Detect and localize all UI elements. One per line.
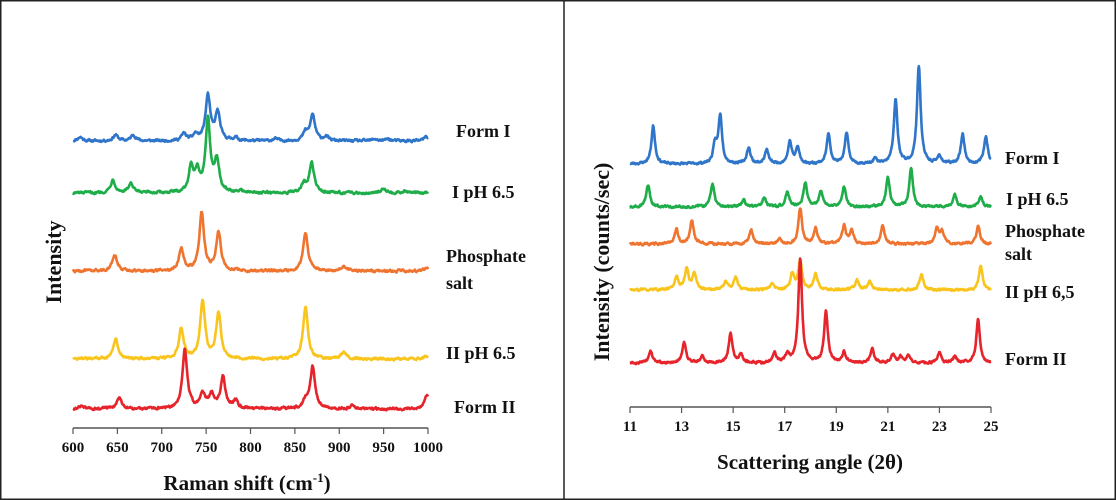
xrd-legend-form-ii: Form II (1005, 349, 1067, 369)
raman-y-axis-label: Intensity (41, 220, 66, 303)
raman-legend-phosphate-salt-line2: salt (446, 273, 473, 293)
xrd-tick-label-15: 15 (726, 419, 741, 435)
raman-x-axis-label-main: Raman shift (cm (163, 471, 313, 495)
xrd-x-ticks: 11 13 15 17 19 21 23 25 (623, 407, 999, 435)
xrd-series-ii-ph-6-5 (629, 257, 992, 293)
raman-series-i-ph-6-5 (72, 114, 430, 196)
xrd-tick-label-25: 25 (984, 419, 999, 435)
raman-tick-label-1000: 1000 (413, 440, 443, 456)
raman-tick-label-600: 600 (62, 440, 85, 456)
raman-series-ii-ph-6-5 (72, 298, 429, 362)
xrd-tick-label-23: 23 (932, 419, 947, 435)
xrd-series-form-i (629, 64, 992, 166)
raman-legend-form-i: Form I (456, 121, 510, 141)
raman-legend-i-ph-6-5: I pH 6.5 (452, 182, 515, 202)
xrd-series-form-ii (629, 257, 992, 366)
raman-x-axis-label-sup: -1 (313, 470, 324, 485)
raman-tick-label-750: 750 (195, 440, 218, 456)
raman-tick-label-650: 650 (106, 440, 129, 456)
xrd-tick-label-19: 19 (829, 419, 844, 435)
raman-panel: 600 650 700 750 800 850 900 950 1000 Raman shift… (41, 91, 526, 495)
xrd-tick-label-17: 17 (777, 419, 793, 435)
raman-legend-ii-ph-6-5: II pH 6.5 (446, 343, 516, 363)
xrd-y-axis-label: Intensity (counts/sec) (589, 163, 614, 362)
raman-series-phosphate-salt (71, 210, 430, 274)
raman-legend-form-ii: Form II (454, 397, 516, 417)
xrd-tick-label-13: 13 (674, 419, 689, 435)
xrd-legend-i-ph-6-5: I pH 6.5 (1006, 189, 1069, 209)
raman-tick-label-800: 800 (239, 440, 262, 456)
xrd-panel: 11 13 15 17 19 21 23 25 Scattering angle (2θ) I… (589, 64, 1085, 474)
xrd-x-axis-label: Scattering angle (2θ) (717, 450, 903, 474)
raman-tick-label-850: 850 (284, 440, 307, 456)
xrd-legend-phosphate-salt-line2: salt (1005, 244, 1032, 264)
raman-tick-label-700: 700 (151, 440, 174, 456)
xrd-series-i-ph-6-5 (629, 166, 992, 210)
xrd-legend-phosphate-salt: Phosphate salt (1005, 221, 1085, 264)
xrd-series-phosphate-salt (628, 207, 993, 247)
raman-tick-label-900: 900 (328, 440, 351, 456)
xrd-legend-phosphate-salt-line1: Phosphate (1005, 221, 1085, 241)
xrd-traces (628, 64, 993, 366)
raman-series-form-i (72, 91, 429, 144)
xrd-legend-ii-ph-6-5: II pH 6,5 (1005, 282, 1075, 302)
raman-tick-label-950: 950 (372, 440, 395, 456)
xrd-tick-label-21: 21 (880, 419, 895, 435)
xrd-legend-form-i: Form I (1005, 148, 1059, 168)
raman-x-ticks: 600 650 700 750 800 850 900 950 1000 (62, 428, 443, 456)
raman-series-form-ii (72, 347, 430, 412)
raman-traces (71, 91, 430, 412)
xrd-tick-label-11: 11 (623, 419, 637, 435)
raman-x-axis-label-close: ) (324, 471, 331, 495)
raman-x-axis-label: Raman shift (cm-1) (163, 470, 330, 495)
raman-legend-phosphate-salt-line1: Phosphate (446, 246, 526, 266)
raman-legend-phosphate-salt: Phosphate salt (446, 246, 526, 293)
